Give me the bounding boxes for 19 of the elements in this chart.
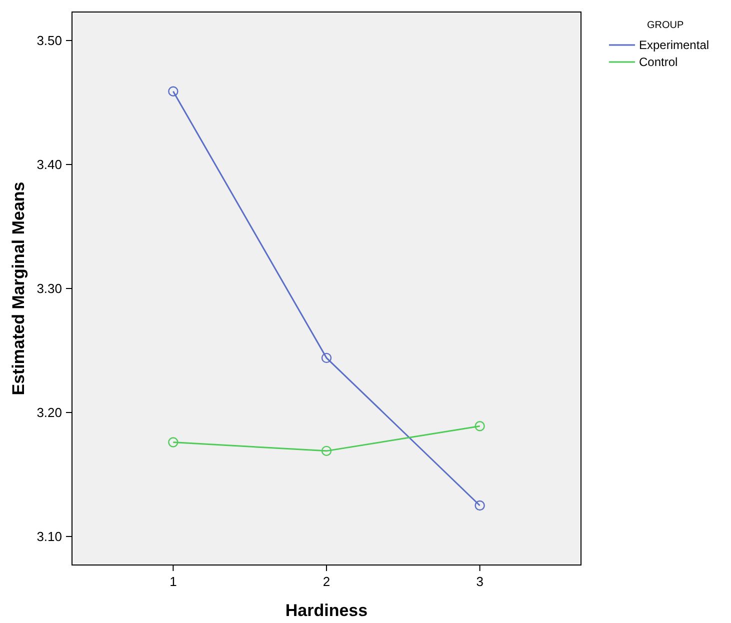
y-tick-label: 3.50 xyxy=(36,33,62,48)
point xyxy=(474,421,485,432)
legend-label: Experimental xyxy=(639,38,710,52)
x-tick-label: 1 xyxy=(170,574,177,589)
y-tick-label: 3.10 xyxy=(36,529,62,544)
x-tick-label: 3 xyxy=(476,574,484,589)
point xyxy=(321,352,332,364)
y-tick-label: 3.40 xyxy=(36,157,62,172)
legend-label: Control xyxy=(639,55,678,70)
point xyxy=(474,500,485,511)
point xyxy=(168,437,178,448)
y-tick-label: 3.20 xyxy=(36,405,62,420)
point xyxy=(168,86,178,96)
x-tick-label: 2 xyxy=(322,574,330,589)
legend-title: GROUP xyxy=(647,20,684,31)
y-tick-label: 3.30 xyxy=(36,281,62,296)
point xyxy=(321,446,332,456)
x-axis-title: Hardiness xyxy=(285,601,368,620)
y-axis-title: Estimated Marginal Means xyxy=(9,182,28,396)
